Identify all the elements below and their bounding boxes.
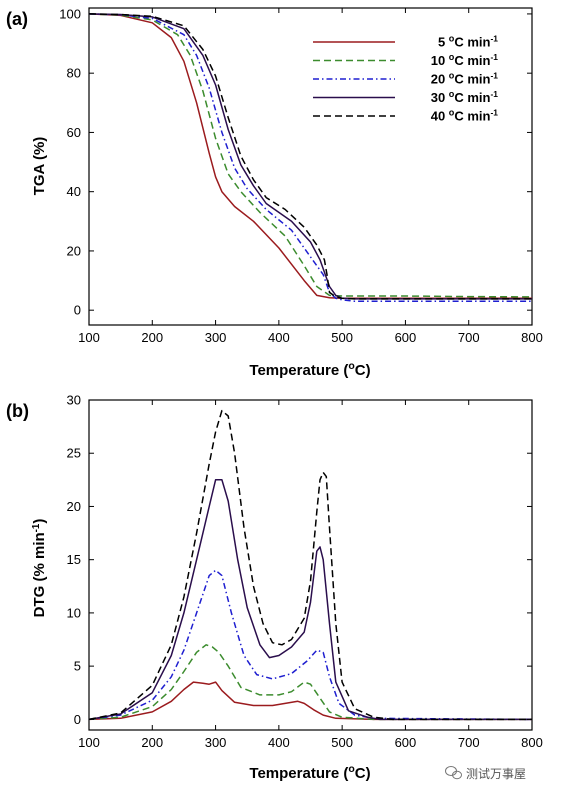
panel-b-series-line-1 xyxy=(88,681,532,721)
panel-a-series-line-2 xyxy=(88,13,533,298)
panel-b-x-tick-label: 100 xyxy=(78,735,100,750)
panel-b-series xyxy=(88,409,533,721)
panel-a-x-tick-label: 200 xyxy=(141,330,163,345)
panel-b-y-tick-label: 30 xyxy=(67,393,81,408)
panel-b-y-tick-label: 0 xyxy=(74,712,81,727)
watermark: 测试万事屋 xyxy=(445,766,526,781)
panel-a-x-ticks: 100 200 300 400 500 600 700 800 xyxy=(78,8,543,345)
panel-b-y-tick-label: 20 xyxy=(67,499,81,514)
panel-b-dtg: (b) 100 200 300 400 500 600 700 800 0 5 10 15 20 25 3… xyxy=(6,393,543,783)
panel-a-y-tick-label: 20 xyxy=(67,243,81,258)
panel-a-plot-frame xyxy=(88,7,533,326)
panel-a-x-tick-label: 600 xyxy=(395,330,417,345)
panel-a-x-axis-label: Temperature (oC) xyxy=(249,360,370,379)
legend-label-2: 10 oC min-1 xyxy=(431,52,499,68)
panel-b-x-tick-label: 400 xyxy=(268,735,290,750)
panel-b-series-line-5 xyxy=(88,409,532,721)
panel-b-series-line-3 xyxy=(88,569,533,721)
watermark-text: 测试万事屋 xyxy=(466,766,526,781)
panel-a-y-tick-label: 80 xyxy=(67,66,81,81)
panel-a-x-tick-label: 300 xyxy=(205,330,227,345)
panel-b-x-tick-label: 300 xyxy=(205,735,227,750)
panel-a-y-tick-label: 60 xyxy=(67,125,81,140)
panel-b-x-tick-label: 600 xyxy=(395,735,417,750)
panel-a-x-tick-label: 800 xyxy=(521,330,543,345)
panel-a-y-axis-label: TGA (%) xyxy=(31,137,48,196)
legend-label-3: 20 oC min-1 xyxy=(431,71,499,87)
panel-b-series-line-4 xyxy=(88,479,532,721)
panel-b-y-tick-label: 10 xyxy=(67,605,81,620)
panel-a-y-tick-label: 40 xyxy=(67,184,81,199)
legend: 5 oC min-1 10 oC min-1 20 oC min-1 30 oC mi… xyxy=(313,34,498,124)
panel-b-plot-frame xyxy=(88,399,533,731)
panel-b-y-tick-label: 5 xyxy=(74,659,81,674)
legend-label-4: 30 oC min-1 xyxy=(431,89,499,105)
panel-b-x-tick-label: 800 xyxy=(521,735,543,750)
panel-b-x-tick-label: 500 xyxy=(331,735,353,750)
panel-b-x-ticks: 100 200 300 400 500 600 700 800 xyxy=(78,400,543,750)
panel-b-x-axis-label: Temperature (oC) xyxy=(249,763,370,782)
panel-b-y-tick-label: 15 xyxy=(67,552,81,567)
panel-b-y-tick-label: 25 xyxy=(67,446,81,461)
panel-a-y-tick-label: 100 xyxy=(59,6,81,21)
panel-b-x-tick-label: 200 xyxy=(141,735,163,750)
panel-a-x-tick-label: 700 xyxy=(458,330,480,345)
panel-b-y-ticks: 0 5 10 15 20 25 30 xyxy=(67,393,532,727)
legend-label-1: 5 oC min-1 xyxy=(438,34,498,50)
panel-a-series-line-5 xyxy=(88,13,532,300)
panel-b-label: (b) xyxy=(6,401,29,421)
panel-b-series-line-2 xyxy=(88,644,532,721)
panel-a-x-tick-label: 100 xyxy=(78,330,100,345)
panel-a-tga: (a) 100 200 300 400 500 600 700 800 02040608010… xyxy=(6,6,543,379)
panel-a-y-tick-label: 0 xyxy=(74,303,81,318)
wechat-icon xyxy=(445,766,462,780)
panel-a-x-tick-label: 500 xyxy=(331,330,353,345)
panel-a-y-ticks: 0 20 40 60 80 100 xyxy=(59,6,532,318)
legend-label-5: 40 oC min-1 xyxy=(431,108,499,124)
panel-a-x-tick-label: 400 xyxy=(268,330,290,345)
panel-a-series xyxy=(88,13,533,303)
panel-b-y-axis-label: DTG (% min-1) xyxy=(31,519,49,618)
panel-a-label: (a) xyxy=(6,9,28,29)
panel-a-series-line-3 xyxy=(88,13,532,303)
panel-b-x-tick-label: 700 xyxy=(458,735,480,750)
